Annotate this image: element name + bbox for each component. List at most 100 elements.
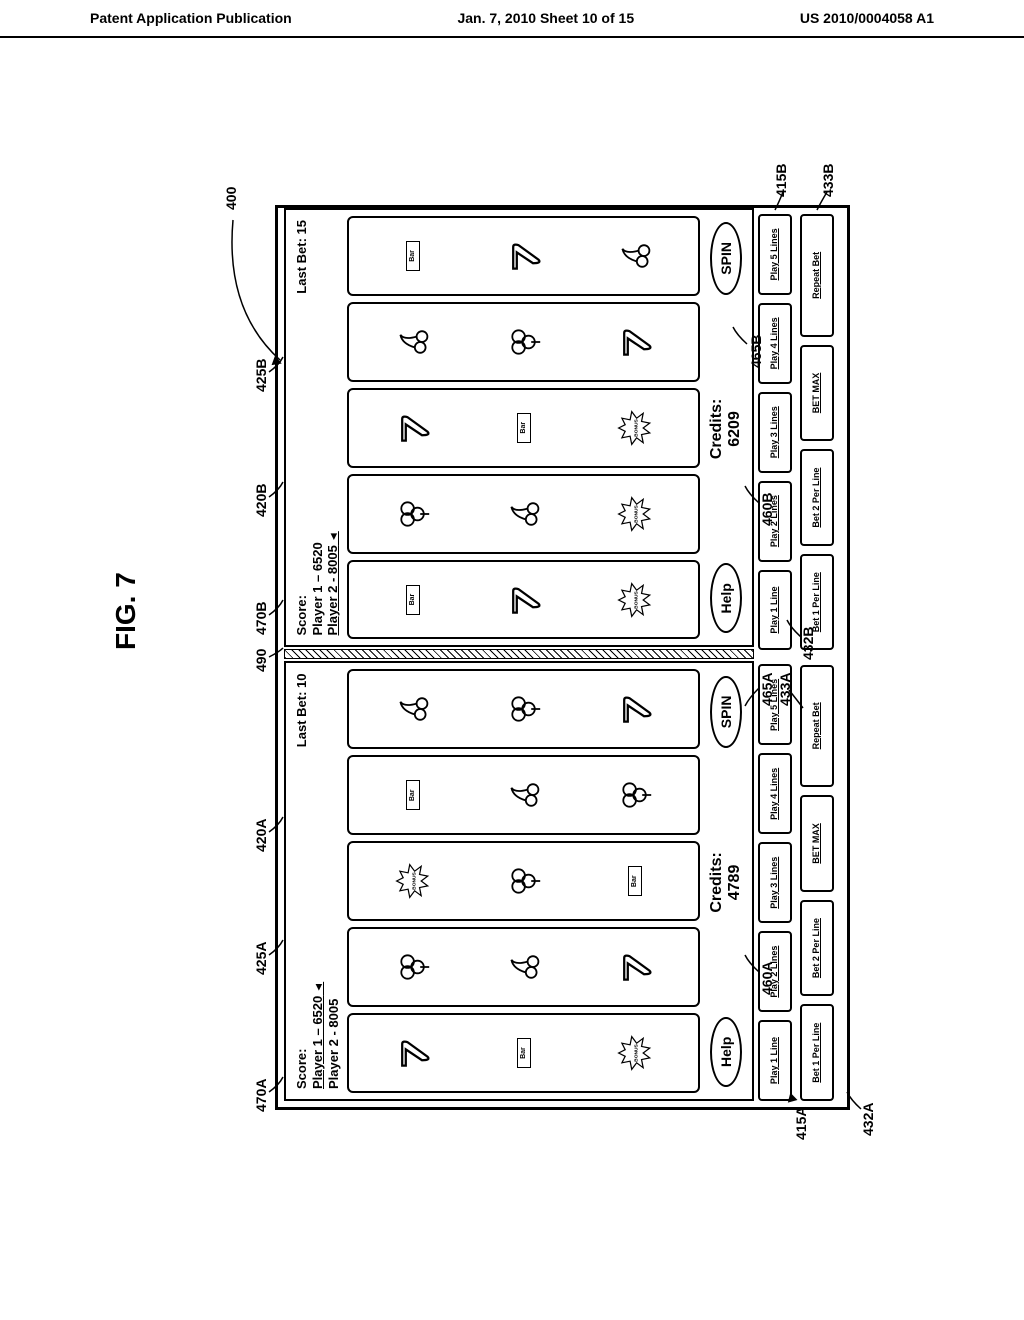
credits-a: Credits: 4789 [708,852,744,912]
credits-label-a: Credits: [708,852,726,912]
score-a: Score: Player 1 – 6520 ◄ Player 2 - 8005 [294,982,341,1089]
reels-b: Bar Bar Bar [347,216,700,640]
ref-460a: 460A [759,962,775,995]
figure-area: FIG. 7 400 Score: Player 1 – 6520 ◄ [120,140,910,1220]
panel-a-footer: Help Credits: 4789 SPIN [704,670,746,1094]
clover-icon [502,320,546,364]
reel [347,669,700,749]
seven-icon [391,1031,435,1075]
last-bet-a: Last Bet: 10 [294,674,309,748]
bar-icon: Bar [502,406,546,450]
reel: Bar [347,755,700,835]
btn-group-b: Play 1 LinePlay 2 LinesPlay 3 LinesPlay … [758,214,834,651]
seven-icon [613,945,657,989]
seven-icon [613,320,657,364]
credits-value-a: 4789 [726,852,744,912]
play-lines-button[interactable]: Play 3 Lines [758,842,792,923]
play-lines-button[interactable]: Play 4 Lines [758,753,792,834]
reel [347,927,700,1007]
reel: Bar [347,560,700,640]
score-title-a: Score: [294,982,310,1089]
bonus-icon [613,492,657,536]
clover-icon [502,687,546,731]
help-button-a[interactable]: Help [710,1017,742,1087]
bonus-icon [391,859,435,903]
active-player-arrow-icon: ◄ [328,531,340,545]
cherry-icon [502,773,546,817]
bar-icon: Bar [391,773,435,817]
seven-icon [613,687,657,731]
divider-hatch [284,650,754,660]
cherry-icon [502,945,546,989]
game-area: Score: Player 1 – 6520 ◄ Player 2 - 8005… [284,208,754,1101]
bet-button[interactable]: Bet 1 Per Line [800,1004,834,1101]
header-center: Jan. 7, 2010 Sheet 10 of 15 [457,10,634,26]
clover-icon [391,945,435,989]
bet-button[interactable]: Bet 2 Per Line [800,449,834,546]
clover-icon [613,773,657,817]
header-left: Patent Application Publication [90,10,292,26]
bet-button[interactable]: Repeat Bet [800,214,834,337]
credits-label-b: Credits: [708,399,726,459]
play-lines-button[interactable]: Play 1 Line [758,1020,792,1101]
bonus-icon [613,578,657,622]
bet-button[interactable]: Bet 2 Per Line [800,900,834,997]
reels-a: Bar Bar Bar [347,670,700,1094]
bar-icon: Bar [502,1031,546,1075]
reel [347,302,700,382]
player-panel-a: Score: Player 1 – 6520 ◄ Player 2 - 8005… [284,662,754,1102]
reel: Bar [347,841,700,921]
ref-415a: 415A [793,1107,809,1140]
btn-row2-b: Bet 1 Per LineBet 2 Per LineBET MAXRepea… [800,214,834,651]
credits-value-b: 6209 [726,399,744,459]
figure-label: FIG. 7 [110,572,142,650]
spin-button-a[interactable]: SPIN [710,676,742,749]
help-button-b[interactable]: Help [710,563,742,633]
btn-row1-a: Play 1 LinePlay 2 LinesPlay 3 LinesPlay … [758,665,792,1102]
diagram: 400 Score: Player 1 – 6520 ◄ Player 2 - … [215,140,910,1190]
reel: Bar [347,216,700,296]
score-p1-b: Player 1 – 6520 [310,531,326,635]
btn-row2-a: Bet 1 Per Line Bet 2 Per Line BET MAX Repea… [800,665,834,1102]
bet-button[interactable]: BET MAX [800,345,834,442]
cherry-icon [391,320,435,364]
active-player-arrow-icon: ◄ [313,982,325,996]
reel: Bar [347,388,700,468]
play-lines-button[interactable]: Play 3 Lines [758,392,792,473]
play-lines-button[interactable]: Play 5 Lines [758,214,792,295]
page-header: Patent Application Publication Jan. 7, 2… [0,0,1024,38]
seven-icon [502,578,546,622]
spin-button-b[interactable]: SPIN [710,222,742,295]
ref-460b: 460B [759,493,775,526]
btn-group-a: Play 1 LinePlay 2 LinesPlay 3 LinesPlay … [758,665,834,1102]
cherry-icon [391,687,435,731]
credits-b: Credits: 6209 [708,399,744,459]
score-b: Score: Player 1 – 6520 Player 2 - 8005 ◄ [294,531,341,635]
bonus-icon [613,1031,657,1075]
panel-b-header: Score: Player 1 – 6520 Player 2 - 8005 ◄… [292,216,343,640]
clover-icon [502,859,546,903]
clover-icon [391,492,435,536]
bar-icon: Bar [391,234,435,278]
panel-a-header: Score: Player 1 – 6520 ◄ Player 2 - 8005… [292,670,343,1094]
ref-465a: 465A [759,673,775,706]
seven-icon [391,406,435,450]
bet-button[interactable]: BET MAX [800,795,834,892]
reel [347,474,700,554]
reel: Bar [347,1013,700,1093]
cherry-icon [613,234,657,278]
bet-button[interactable]: Repeat Bet [800,665,834,788]
bar-icon: Bar [391,578,435,622]
score-title-b: Score: [294,531,310,635]
btn-row1-b: Play 1 LinePlay 2 LinesPlay 3 LinesPlay … [758,214,792,651]
header-right: US 2010/0004058 A1 [800,10,934,26]
score-p2-a: Player 2 - 8005 [326,982,342,1089]
last-bet-b: Last Bet: 15 [294,220,309,294]
cherry-icon [502,492,546,536]
player-panel-b: Score: Player 1 – 6520 Player 2 - 8005 ◄… [284,208,754,648]
score-p1-a: Player 1 – 6520 ◄ [310,982,326,1089]
seven-icon [502,234,546,278]
ref-400: 400 [223,187,239,210]
bar-icon: Bar [613,859,657,903]
ref-465b: 465B [748,335,764,368]
